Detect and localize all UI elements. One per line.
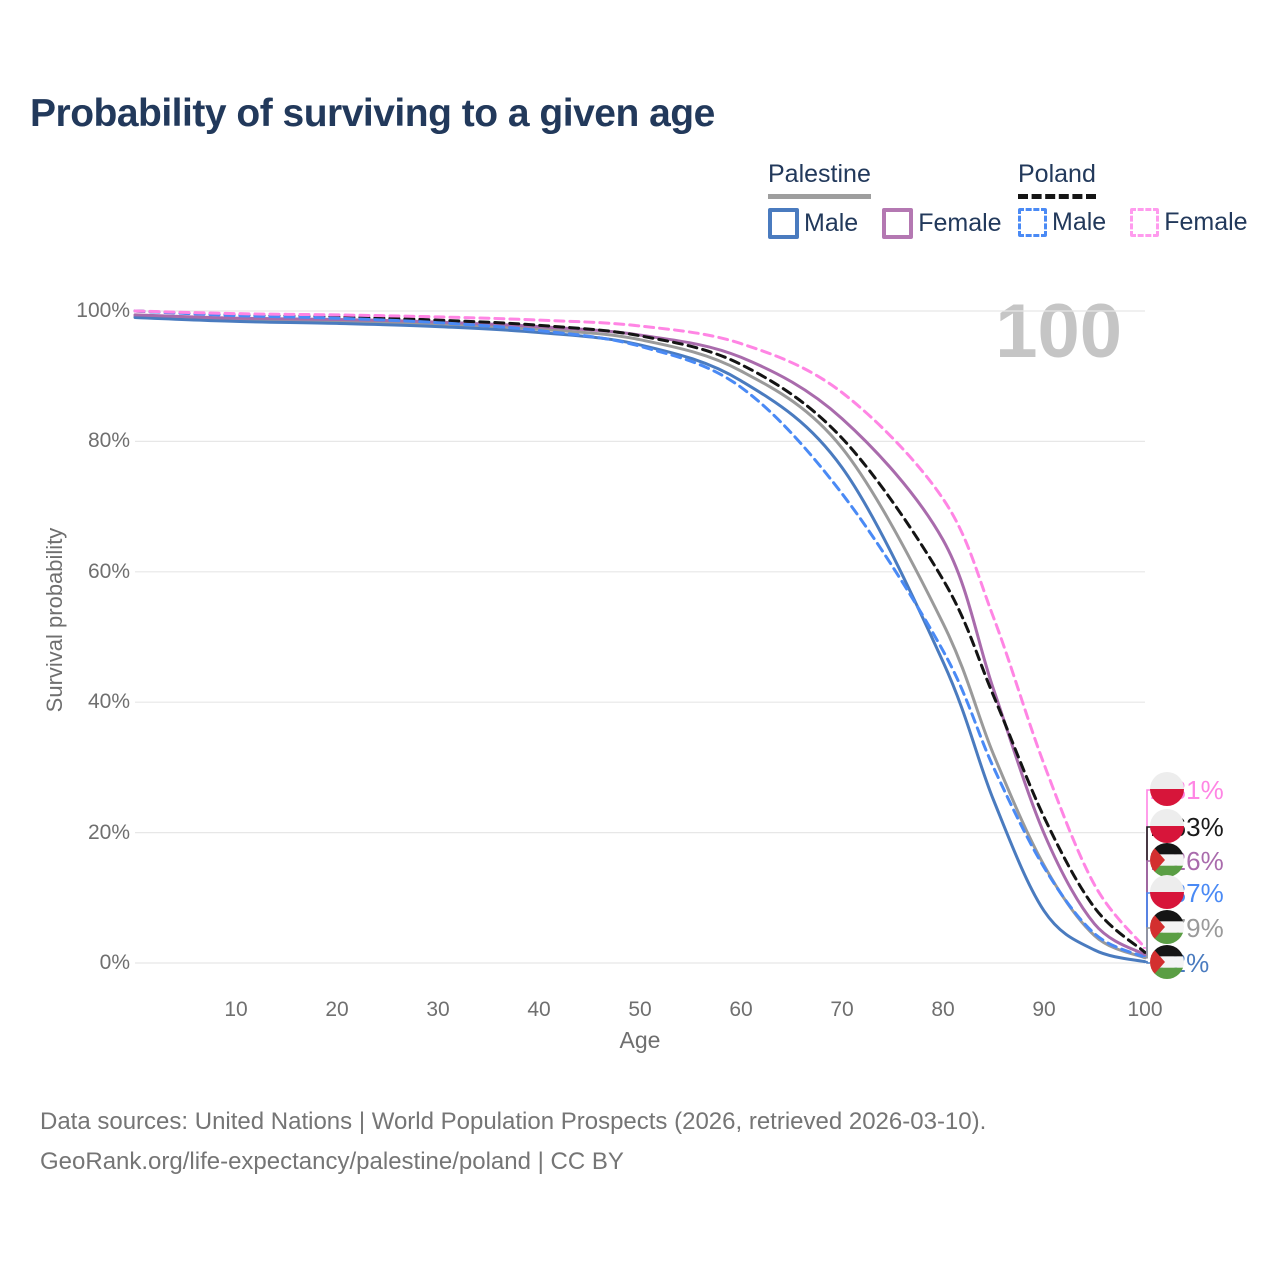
y-tick-label: 60% bbox=[87, 559, 130, 583]
y-tick-label: 100% bbox=[76, 299, 130, 322]
attribution-text: GeoRank.org/life-expectancy/palestine/po… bbox=[40, 1148, 624, 1175]
legend-label: Female bbox=[918, 209, 1002, 237]
x-tick-label: 70 bbox=[830, 998, 854, 1021]
legend-item-palestine-male[interactable]: Male bbox=[768, 208, 858, 239]
legend-group-poland: Poland Male Female bbox=[1018, 160, 1248, 237]
connector-line bbox=[1143, 960, 1152, 964]
x-axis-title: Age bbox=[619, 1027, 661, 1053]
legend-label: Male bbox=[1052, 208, 1107, 236]
curve-palestine_both[interactable] bbox=[133, 314, 1147, 960]
end-label-palestine_male[interactable]: 0.2% bbox=[1150, 945, 1209, 981]
legend-label: Female bbox=[1164, 208, 1248, 236]
palestine-flag-icon bbox=[1150, 910, 1184, 944]
poland-flag-icon bbox=[1150, 809, 1184, 843]
legend-label: Male bbox=[804, 209, 859, 237]
x-tick-label: 30 bbox=[426, 998, 450, 1021]
end-label-poland_male[interactable]: 0.87% bbox=[1150, 875, 1224, 911]
palestine-flag-icon bbox=[1150, 945, 1184, 979]
palestine-female-swatch-icon bbox=[882, 208, 914, 239]
curve-poland_male[interactable] bbox=[133, 309, 1147, 959]
x-tick-label: 50 bbox=[628, 998, 652, 1021]
end-label-palestine_female[interactable]: 1.26% bbox=[1150, 843, 1224, 879]
y-tick-label: 40% bbox=[87, 690, 130, 714]
end-label-palestine_both[interactable]: 0.79% bbox=[1150, 910, 1224, 946]
legend-item-poland-male[interactable]: Male bbox=[1018, 208, 1106, 237]
page-title: Probability of surviving to a given age bbox=[30, 92, 715, 135]
poland-female-swatch-icon bbox=[1130, 208, 1160, 237]
x-tick-label: 20 bbox=[325, 998, 349, 1021]
palestine-flag-icon bbox=[1150, 843, 1184, 877]
legend-item-palestine-female[interactable]: Female bbox=[882, 208, 1002, 239]
palestine-male-swatch-icon bbox=[768, 208, 799, 239]
y-tick-label: 0% bbox=[99, 951, 130, 974]
x-tick-label: 40 bbox=[527, 998, 551, 1021]
poland-male-swatch-icon bbox=[1018, 208, 1047, 237]
legend-group-palestine: Palestine Male Female bbox=[768, 160, 1002, 239]
end-label-poland_female[interactable]: 2.31% bbox=[1150, 772, 1224, 808]
x-tick-label: 60 bbox=[729, 998, 753, 1021]
age-watermark: 100 bbox=[995, 289, 1122, 374]
x-tick-label: 80 bbox=[931, 998, 955, 1021]
poland-flag-icon bbox=[1150, 875, 1184, 909]
curve-palestine_female[interactable] bbox=[133, 313, 1147, 957]
legend-item-poland-female[interactable]: Female bbox=[1130, 208, 1248, 237]
y-tick-label: 20% bbox=[87, 820, 130, 844]
legend-title-palestine: Palestine bbox=[768, 160, 871, 199]
data-sources-text: Data sources: United Nations | World Pop… bbox=[40, 1108, 987, 1135]
legend-title-poland: Poland bbox=[1018, 160, 1096, 199]
end-label-poland_both[interactable]: 1.63% bbox=[1150, 809, 1224, 845]
y-tick-label: 80% bbox=[87, 429, 130, 453]
poland-flag-icon bbox=[1150, 772, 1184, 806]
curve-poland_female[interactable] bbox=[133, 309, 1147, 950]
y-axis-title: Survival probability bbox=[42, 527, 67, 713]
x-tick-label: 10 bbox=[224, 998, 248, 1021]
curve-poland_both[interactable] bbox=[133, 309, 1147, 954]
x-tick-label: 90 bbox=[1032, 998, 1056, 1021]
curve-palestine_male[interactable] bbox=[133, 316, 1147, 964]
x-tick-label: 100 bbox=[1127, 998, 1163, 1021]
connector-line bbox=[1143, 927, 1152, 959]
